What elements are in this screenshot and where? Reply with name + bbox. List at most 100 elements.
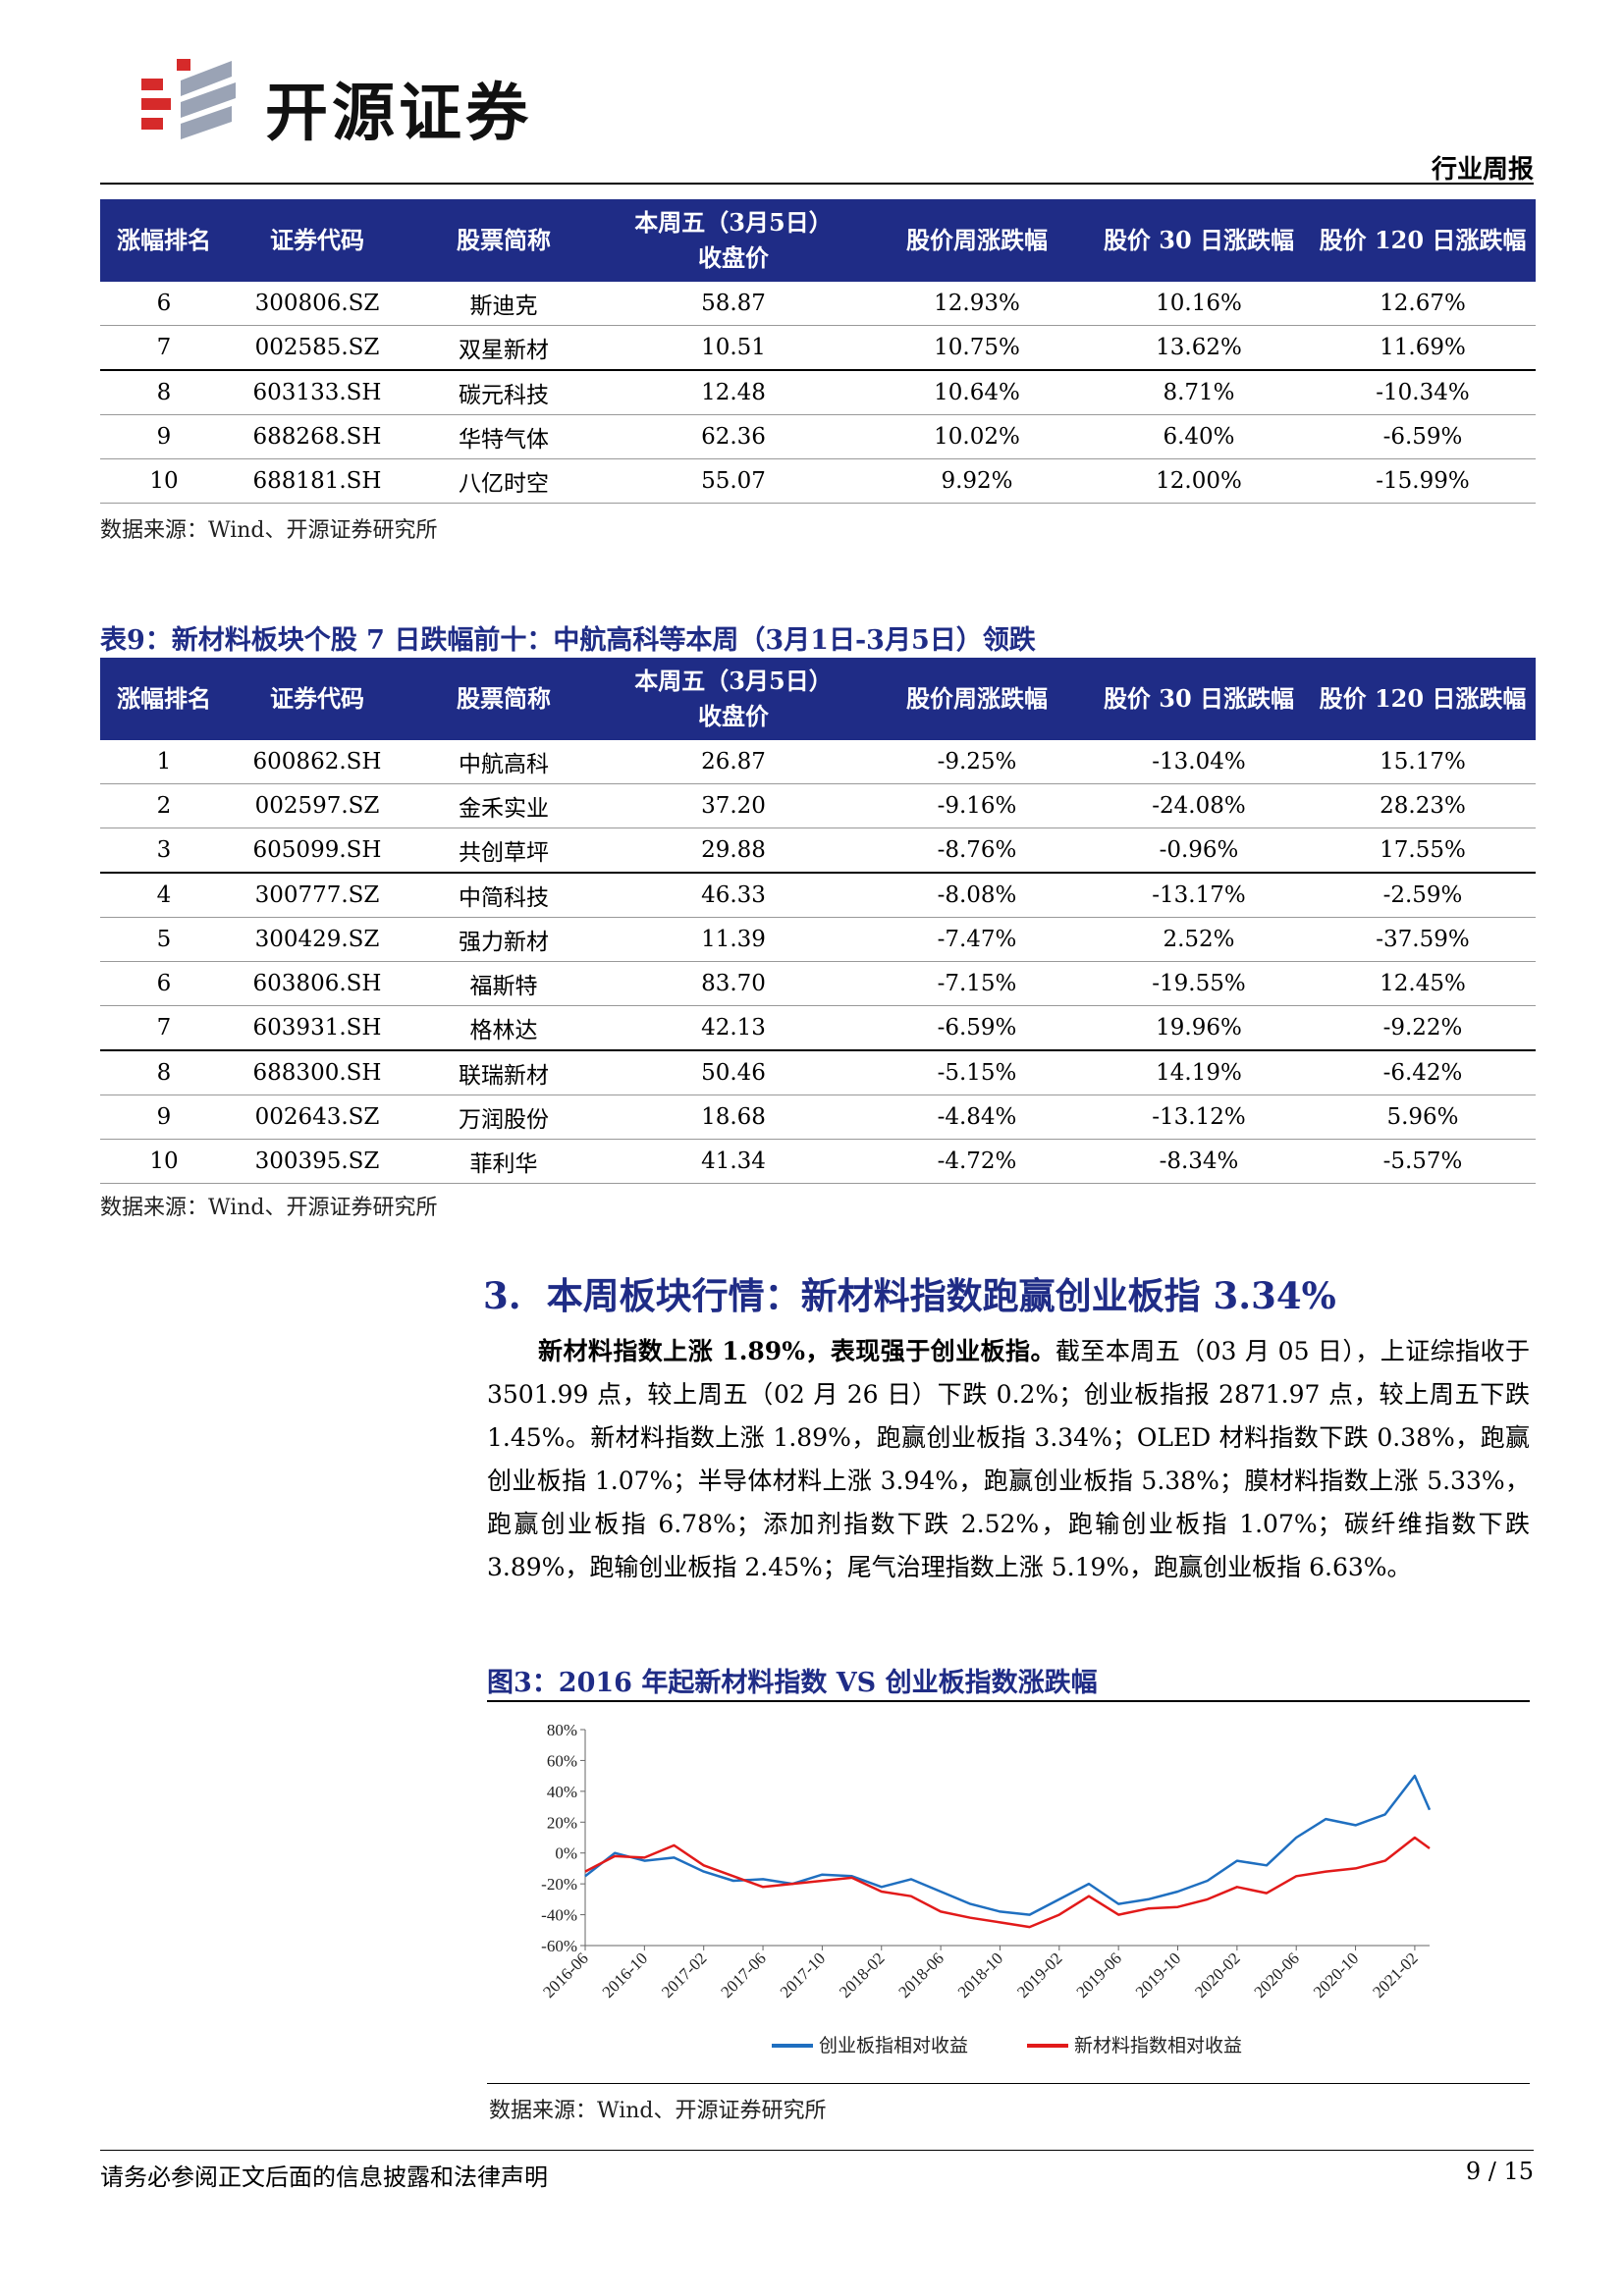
x-tick-label: 2021-02 — [1369, 1949, 1422, 2002]
cell: 26.87 — [601, 740, 866, 784]
col-header-30d: 股价 30 日涨跌幅 — [1088, 658, 1310, 740]
y-tick-label: -60% — [541, 1937, 577, 1955]
cell: 603133.SH — [228, 370, 406, 415]
page-number: 9 / 15 — [1465, 2158, 1534, 2185]
cell: 华特气体 — [406, 414, 601, 459]
x-tick-label: 2020-10 — [1310, 1949, 1363, 2002]
cell: 10 — [100, 1139, 228, 1184]
cell: 12.93% — [866, 282, 1088, 326]
legend-label: 创业板指相对收益 — [819, 2035, 968, 2056]
cell: 46.33 — [601, 873, 866, 918]
cell: 41.34 — [601, 1139, 866, 1184]
cell: 10.16% — [1088, 282, 1310, 326]
cell: 2 — [100, 783, 228, 828]
x-tick-label: 2020-02 — [1191, 1949, 1244, 2002]
y-tick-label: -40% — [541, 1906, 577, 1925]
cell: 中简科技 — [406, 873, 601, 918]
cell: -8.34% — [1088, 1139, 1310, 1184]
cell: 8 — [100, 1050, 228, 1095]
cell: 6 — [100, 282, 228, 326]
cell: 10.51 — [601, 325, 866, 371]
col-header-rank: 涨幅排名 — [100, 658, 228, 740]
col-header-week: 股价周涨跌幅 — [866, 199, 1088, 282]
section-heading: 3. 本周板块行情：新材料指数跑赢创业板指 3.34% — [483, 1266, 1336, 1319]
section-paragraph: 新材料指数上涨 1.89%，表现强于创业板指。截至本周五（03 月 05 日），… — [487, 1330, 1530, 1589]
col-header-120d: 股价 120 日涨跌幅 — [1310, 199, 1536, 282]
table-row: 7 002585.SZ 双星新材 10.51 10.75% 13.62% 11.69% — [100, 325, 1536, 371]
cell: -15.99% — [1310, 458, 1536, 504]
logo-text: 开源证券 — [265, 78, 532, 150]
cell: 14.19% — [1088, 1050, 1310, 1095]
col-header-week: 股价周涨跌幅 — [866, 658, 1088, 740]
cell: 6 — [100, 961, 228, 1006]
cell: 300806.SZ — [228, 282, 406, 326]
figure-bottom-rule — [487, 2083, 1530, 2084]
cell: 19.96% — [1088, 1005, 1310, 1051]
paragraph-lead: 新材料指数上涨 1.89%，表现强于创业板指。 — [538, 1337, 1056, 1365]
paragraph-body: 截至本周五（03 月 05 日），上证综指收于 3501.99 点，较上周五（0… — [487, 1337, 1530, 1581]
cell: 300429.SZ — [228, 917, 406, 962]
col-header-name: 股票简称 — [406, 199, 601, 282]
cell: 10.64% — [866, 370, 1088, 415]
legend-label: 新材料指数相对收益 — [1074, 2035, 1242, 2056]
cell: -24.08% — [1088, 783, 1310, 828]
cell: 9.92% — [866, 458, 1088, 504]
table-row: 10 688181.SH 八亿时空 55.07 9.92% 12.00% -15.99% — [100, 458, 1536, 504]
cell: 2.52% — [1088, 917, 1310, 962]
table-source-note: 数据来源：Wind、开源证券研究所 — [100, 518, 438, 543]
cell: -13.04% — [1088, 740, 1310, 784]
section-number: 3. — [483, 1274, 521, 1317]
table-row: 1 600862.SH 中航高科 26.87 -9.25% -13.04% 15.17% — [100, 740, 1536, 784]
cell: 9 — [100, 414, 228, 459]
cell: -13.12% — [1088, 1095, 1310, 1140]
cell: 12.67% — [1310, 282, 1536, 326]
cell: 688268.SH — [228, 414, 406, 459]
col-header-120d: 股价 120 日涨跌幅 — [1310, 658, 1536, 740]
cell: 10 — [100, 458, 228, 504]
cell: 福斯特 — [406, 961, 601, 1006]
cell: 12.48 — [601, 370, 866, 415]
cell: 金禾实业 — [406, 783, 601, 828]
table9-caption: 表9：新材料板块个股 7 日跌幅前十：中航高科等本周（3月1日-3月5日）领跌 — [100, 625, 1036, 656]
figure-top-rule — [487, 1700, 1530, 1702]
cell: 002585.SZ — [228, 325, 406, 371]
cell: 002643.SZ — [228, 1095, 406, 1140]
x-tick-label: 2017-10 — [777, 1949, 830, 2002]
cell: 强力新材 — [406, 917, 601, 962]
cell: -8.08% — [866, 873, 1088, 918]
x-tick-label: 2018-06 — [894, 1949, 947, 2002]
cell: 29.88 — [601, 828, 866, 874]
cell: -4.72% — [866, 1139, 1088, 1184]
cell: -5.57% — [1310, 1139, 1536, 1184]
table-row: 2 002597.SZ 金禾实业 37.20 -9.16% -24.08% 28.23% — [100, 783, 1536, 828]
cell: 300395.SZ — [228, 1139, 406, 1184]
col-header-code: 证券代码 — [228, 199, 406, 282]
cell: 55.07 — [601, 458, 866, 504]
section-title: 本周板块行情：新材料指数跑赢创业板指 3.34% — [546, 1274, 1336, 1317]
cell: 9 — [100, 1095, 228, 1140]
cell: -6.59% — [1310, 414, 1536, 459]
table-row: 10 300395.SZ 菲利华 41.34 -4.72% -8.34% -5.57% — [100, 1139, 1536, 1184]
y-tick-label: 0% — [555, 1844, 577, 1863]
col-header-close: 本周五（3月5日） 收盘价 — [601, 658, 866, 740]
cell: 6.40% — [1088, 414, 1310, 459]
cell: 8.71% — [1088, 370, 1310, 415]
cell: 11.39 — [601, 917, 866, 962]
cell: 15.17% — [1310, 740, 1536, 784]
cell: 8 — [100, 370, 228, 415]
x-tick-label: 2018-02 — [836, 1949, 889, 2002]
x-tick-label: 2020-06 — [1251, 1949, 1304, 2002]
cell: 83.70 — [601, 961, 866, 1006]
x-tick-label: 2019-02 — [1013, 1949, 1066, 2002]
cell: 28.23% — [1310, 783, 1536, 828]
cell: 斯迪克 — [406, 282, 601, 326]
cell: 12.00% — [1088, 458, 1310, 504]
series-line — [584, 1836, 1431, 1929]
x-tick-label: 2016-10 — [599, 1949, 652, 2002]
cell: -2.59% — [1310, 873, 1536, 918]
cell: 菲利华 — [406, 1139, 601, 1184]
cell: 600862.SH — [228, 740, 406, 784]
y-tick-label: -20% — [541, 1875, 577, 1894]
x-tick-label: 2017-06 — [717, 1949, 770, 2002]
series-line — [584, 1774, 1432, 1916]
